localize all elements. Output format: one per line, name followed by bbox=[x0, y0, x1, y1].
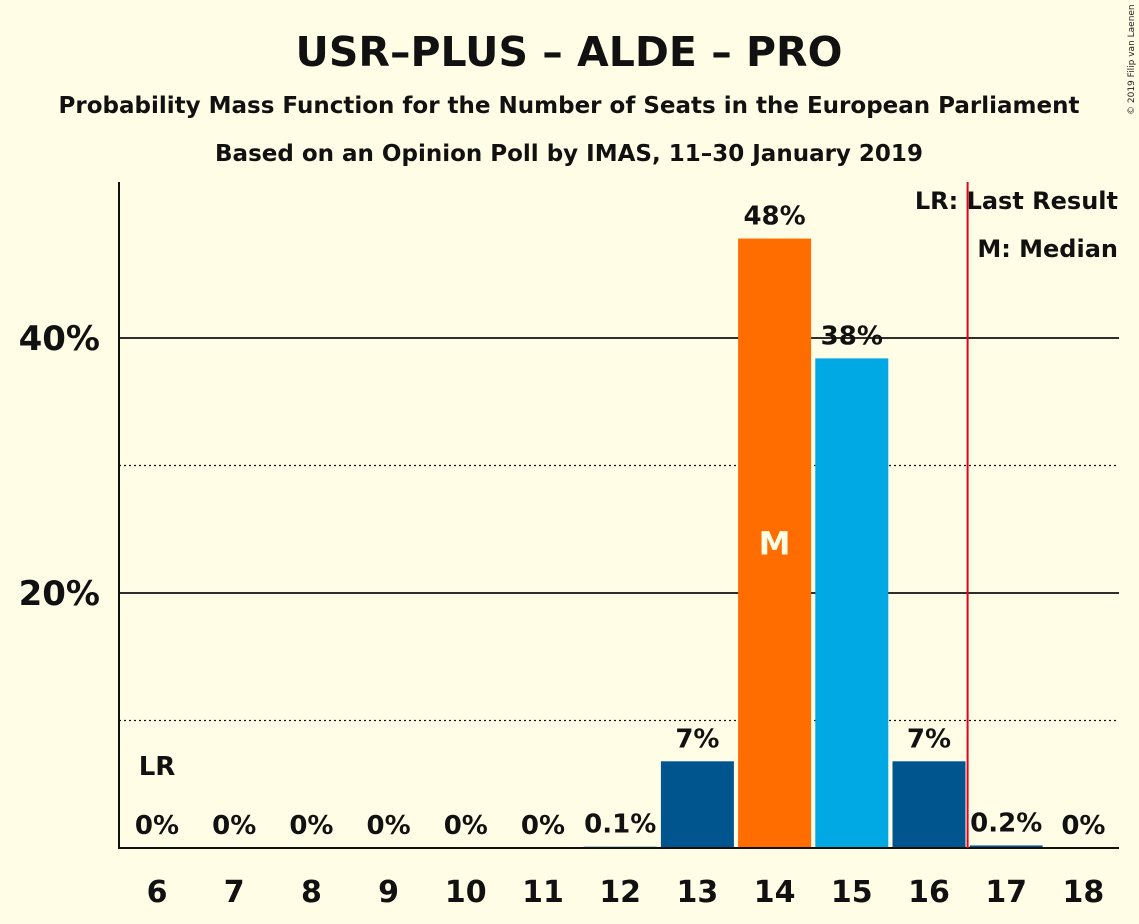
bar bbox=[892, 761, 966, 848]
bars bbox=[583, 238, 1043, 849]
chart-title: USR–PLUS – ALDE – PRO bbox=[296, 28, 843, 76]
bar bbox=[815, 358, 889, 848]
median-marker: M bbox=[759, 524, 791, 562]
bar bbox=[738, 238, 812, 849]
x-tick-label: 14 bbox=[754, 875, 796, 910]
copyright-note: © 2019 Filip van Laenen bbox=[1127, 4, 1137, 115]
bar-value-label: 0% bbox=[289, 811, 333, 841]
bar bbox=[660, 761, 734, 848]
bar-value-label: 0% bbox=[521, 811, 565, 841]
axes: 6 7 8 9 10 11 12 13 14 15 16 17 18 bbox=[118, 182, 1119, 910]
x-tick-label: 12 bbox=[599, 875, 641, 910]
x-tick-label: 15 bbox=[831, 875, 873, 910]
y-tick-label: 40% bbox=[19, 319, 100, 359]
bar-value-label: 0% bbox=[135, 811, 179, 841]
bar-value-label: 0.1% bbox=[584, 810, 656, 840]
chart-subtitle-source: Based on an Opinion Poll by IMAS, 11–30 … bbox=[215, 141, 923, 167]
bar-value-label: 7% bbox=[907, 724, 951, 754]
bar-value-label: 0% bbox=[367, 811, 411, 841]
x-tick-label: 9 bbox=[378, 875, 399, 910]
x-tick-label: 13 bbox=[677, 875, 719, 910]
x-tick-label: 6 bbox=[147, 875, 168, 910]
bar-value-label: 0% bbox=[444, 811, 488, 841]
x-tick-label: 17 bbox=[985, 875, 1027, 910]
bar-value-label: 0.2% bbox=[970, 808, 1042, 838]
x-tick-label: 11 bbox=[522, 875, 564, 910]
bar-value-label: 38% bbox=[821, 321, 883, 351]
bar-value-label: 0% bbox=[212, 811, 256, 841]
x-tick-label: 18 bbox=[1063, 875, 1105, 910]
bar-value-labels: 0% 0% 0% 0% 0% 0% 0.1% 7% 48% 38% 7% 0.2% 0% bbox=[135, 202, 1106, 841]
last-result-marker: LR bbox=[139, 752, 176, 782]
bar-value-label: 0% bbox=[1061, 811, 1105, 841]
x-tick-label: 7 bbox=[224, 875, 245, 910]
x-tick-label: 10 bbox=[445, 875, 487, 910]
markers: M LR bbox=[139, 182, 969, 848]
bar bbox=[969, 845, 1043, 848]
x-tick-label: 16 bbox=[908, 875, 950, 910]
x-tick-label: 8 bbox=[301, 875, 322, 910]
gridlines: 20% 40% bbox=[19, 319, 1119, 722]
y-tick-label: 20% bbox=[19, 574, 100, 614]
bar-value-label: 7% bbox=[675, 724, 719, 754]
legend-last-result: LR: Last Result bbox=[915, 187, 1118, 215]
legend-median: M: Median bbox=[977, 235, 1118, 263]
bar-value-label: 48% bbox=[743, 202, 805, 232]
chart-subtitle: Probability Mass Function for the Number… bbox=[59, 93, 1080, 119]
